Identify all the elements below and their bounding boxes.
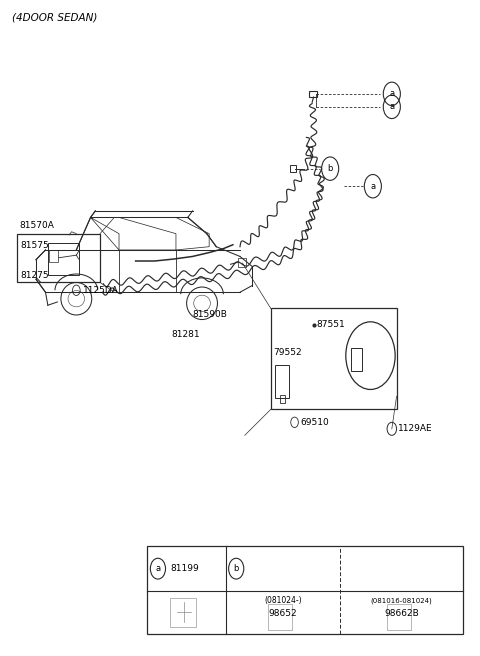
Text: 81275: 81275 [21, 272, 49, 281]
Text: (081016-081024): (081016-081024) [371, 598, 432, 604]
Text: a: a [370, 182, 375, 191]
Text: 87551: 87551 [316, 320, 345, 329]
Bar [275, 365, 289, 398]
Bar [170, 598, 196, 627]
Text: a: a [389, 102, 395, 112]
Bar [280, 395, 285, 403]
Text: 79552: 79552 [273, 348, 302, 357]
Text: b: b [233, 564, 239, 573]
Bar [351, 348, 362, 371]
Text: 81570A: 81570A [19, 221, 54, 230]
Bar [49, 250, 58, 262]
Text: (4DOOR SEDAN): (4DOOR SEDAN) [12, 12, 97, 22]
Text: 81199: 81199 [170, 564, 199, 573]
Bar [387, 604, 411, 630]
Text: a: a [389, 89, 395, 98]
Text: 98652: 98652 [268, 609, 297, 619]
Text: b: b [327, 164, 333, 173]
Text: 81281: 81281 [171, 330, 200, 339]
Text: 1125DA: 1125DA [84, 286, 119, 295]
Text: (081024-): (081024-) [264, 596, 301, 605]
Text: 81590B: 81590B [192, 310, 228, 319]
Bar [268, 604, 292, 630]
Text: 69510: 69510 [300, 418, 329, 427]
Bar [271, 308, 396, 409]
Text: 81575: 81575 [21, 241, 49, 250]
Bar [147, 546, 463, 634]
Text: 1129AE: 1129AE [397, 424, 432, 434]
Bar [48, 243, 79, 275]
Bar [309, 91, 317, 97]
Bar [17, 234, 100, 283]
Bar [238, 258, 246, 267]
Text: a: a [156, 564, 160, 573]
Bar [290, 165, 296, 172]
Text: 98662B: 98662B [384, 609, 419, 619]
